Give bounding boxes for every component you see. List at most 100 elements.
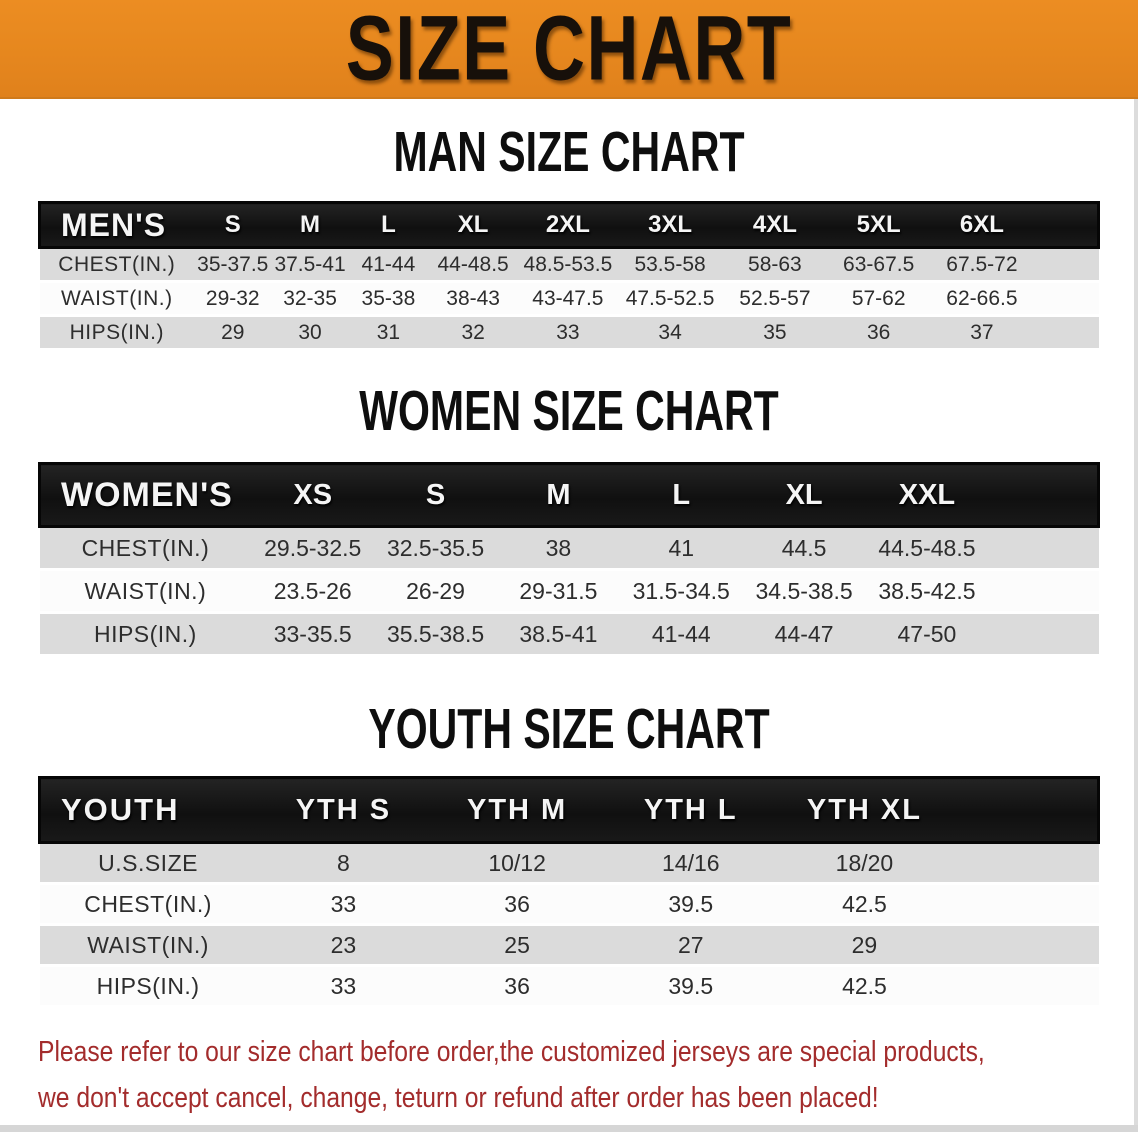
table-cell: 26-29 [374,569,497,613]
table-cell: 32-35 [271,281,349,316]
table-cell: 36 [430,883,604,925]
row-label: WAIST(IN.) [39,281,195,316]
table-cell: 58-63 [722,247,828,282]
footer-note: Please refer to our size chart before or… [0,1029,1138,1121]
table-cell: 23.5-26 [251,569,375,613]
table-cell: 23 [256,924,431,966]
table-cell: 41-44 [348,247,429,282]
table-cell: 48.5-53.5 [518,247,618,282]
table-cell: 27 [603,924,778,966]
spacer-cell [1033,247,1099,282]
table-cell: 53.5-58 [617,247,723,282]
spacer-cell [1033,315,1099,348]
table-cell: 29 [194,315,272,348]
table-cell: 30 [271,315,349,348]
column-header: M [271,201,349,249]
table-cell: 31 [348,315,429,348]
image-bottom-edge [0,1125,1138,1132]
table-cell: 34 [617,315,723,348]
table-cell: 52.5-57 [722,281,828,316]
table-cell: 33-35.5 [251,612,375,654]
column-header: M [496,462,620,528]
table-cell: 29.5-32.5 [251,526,375,570]
table-cell: 37.5-41 [271,247,349,282]
table-cell: 33 [518,315,618,348]
column-header: S [374,462,497,528]
table-row: U.S.SIZE 8 10/12 14/16 18/20 [39,842,1099,884]
column-header: 5XL [827,201,931,249]
table-cell: 31.5-34.5 [619,569,743,613]
youth-header-row: YOUTH YTH S YTH M YTH L YTH XL [37,776,1101,844]
table-cell: 38.5-42.5 [865,569,989,613]
table-row: WAIST(IN.) 29-32 32-35 35-38 38-43 43-47.5 47.… [39,281,1099,316]
table-cell: 8 [256,842,431,884]
spacer-cell [988,569,1099,613]
spacer-cell [951,883,1099,925]
row-label: HIPS(IN.) [39,965,257,1005]
spacer-cell [1033,201,1100,249]
women-size-table: WOMEN'S XS S M L XL XXL CHEST(IN.) 29.5-32.5 32.5… [38,462,1101,654]
spacer-cell [951,965,1099,1005]
table-row: CHEST(IN.) 33 36 39.5 42.5 [39,883,1099,925]
women-header-row: WOMEN'S XS S M L XL XXL [38,462,1101,528]
youth-group-label: YOUTH [37,776,257,844]
spacer-cell [1033,281,1099,316]
column-header: YTH M [430,776,604,844]
table-row: CHEST(IN.) 29.5-32.5 32.5-35.5 38 41 44.5 44.5… [39,526,1099,570]
column-header: L [348,201,429,249]
spacer-cell [988,612,1099,654]
table-cell: 41 [619,526,743,570]
section-heading-men: MAN SIZE CHART [38,120,1100,184]
column-header: XXL [865,462,989,528]
table-cell: 44.5 [742,526,866,570]
table-cell: 67.5-72 [930,247,1034,282]
table-cell: 42.5 [777,965,952,1005]
table-cell: 44-47 [742,612,866,654]
size-section-men: MAN SIZE CHART MEN'S S M L XL 2XL 3XL 4XL 5XL 6XL C… [38,120,1100,348]
table-cell: 33 [256,965,431,1005]
column-header: 3XL [617,201,723,249]
table-cell: 39.5 [603,883,778,925]
table-cell: 44-48.5 [428,247,519,282]
table-cell: 38.5-41 [496,612,620,654]
spacer-cell [951,924,1099,966]
section-heading-text: WOMEN SIZE CHART [359,379,779,443]
column-header: S [194,201,272,249]
column-header: 4XL [722,201,828,249]
table-row: CHEST(IN.) 35-37.5 37.5-41 41-44 44-48.5 48.5… [39,247,1099,282]
row-label: WAIST(IN.) [39,569,252,613]
table-cell: 29 [777,924,952,966]
table-cell: 47-50 [865,612,989,654]
table-cell: 44.5-48.5 [865,526,989,570]
table-cell: 35-37.5 [194,247,272,282]
page-title: SIZE CHART [345,0,793,99]
column-header: XL [742,462,866,528]
table-cell: 25 [430,924,604,966]
image-right-edge [1134,99,1138,1125]
table-cell: 29-32 [194,281,272,316]
row-label: HIPS(IN.) [39,315,195,348]
table-cell: 35.5-38.5 [374,612,497,654]
spacer-cell [951,842,1099,884]
size-section-youth: YOUTH SIZE CHART YOUTH YTH S YTH M YTH L YTH … [37,699,1101,1005]
section-heading-text: MAN SIZE CHART [393,120,745,184]
women-group-label: WOMEN'S [38,462,252,528]
men-header-row: MEN'S S M L XL 2XL 3XL 4XL 5XL 6XL [38,201,1100,249]
table-row: HIPS(IN.) 33 36 39.5 42.5 [39,965,1099,1005]
column-header: L [619,462,743,528]
footer-note-line-2: we don't accept cancel, change, teturn o… [38,1082,879,1114]
youth-size-table: YOUTH YTH S YTH M YTH L YTH XL U.S.SIZE 8 10/12… [37,776,1101,1005]
table-cell: 38-43 [428,281,519,316]
men-size-table: MEN'S S M L XL 2XL 3XL 4XL 5XL 6XL CHEST(IN.) 35-37… [38,201,1100,348]
footer-note-line-1: Please refer to our size chart before or… [38,1036,985,1068]
section-heading-women: WOMEN SIZE CHART [38,379,1100,443]
table-cell: 14/16 [603,842,778,884]
row-label: CHEST(IN.) [39,247,195,282]
table-row: WAIST(IN.) 23.5-26 26-29 29-31.5 31.5-34.5 34… [39,569,1099,613]
table-cell: 10/12 [430,842,604,884]
row-label: U.S.SIZE [39,842,257,884]
table-cell: 33 [256,883,431,925]
row-label: CHEST(IN.) [39,526,252,570]
column-header: YTH L [603,776,778,844]
